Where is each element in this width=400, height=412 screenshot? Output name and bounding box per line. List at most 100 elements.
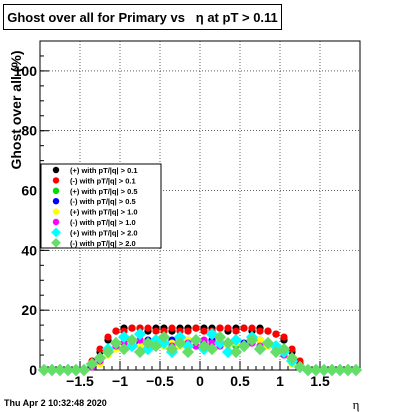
data-point (256, 327, 264, 335)
legend-label: (+) with pT/|q| > 0.5 (70, 187, 138, 196)
x-tick-label: −1 (112, 373, 128, 389)
legend-marker (52, 208, 60, 215)
data-point (133, 328, 147, 341)
y-tick-label: 80 (21, 123, 37, 139)
legend-label: (-) with pT/|q| > 0.5 (70, 197, 136, 206)
data-point (277, 342, 291, 356)
data-point (280, 333, 288, 341)
data-point (349, 363, 363, 377)
data-point (216, 324, 224, 332)
legend-box (40, 163, 162, 249)
data-point (133, 345, 147, 359)
series-8 (37, 331, 363, 377)
data-point (237, 339, 251, 353)
data-point (221, 337, 235, 350)
x-axis-label: η (353, 397, 360, 412)
data-point (205, 342, 219, 356)
y-tick-label: 40 (21, 242, 37, 258)
data-point (333, 363, 347, 377)
legend-marker (51, 227, 61, 238)
data-point (253, 342, 267, 356)
legend-marker (51, 237, 61, 248)
data-point (288, 345, 296, 353)
data-point (45, 363, 59, 377)
x-tick-label: 1 (276, 373, 284, 389)
data-point (245, 334, 259, 347)
data-point (309, 363, 323, 377)
data-point (53, 363, 67, 377)
data-point (117, 342, 131, 356)
data-point (157, 331, 171, 344)
legend-label: (-) with pT/|q| > 0.1 (70, 176, 136, 185)
data-point (229, 334, 243, 347)
data-point (141, 337, 155, 350)
data-point (112, 327, 120, 335)
timestamp: Thu Apr 2 10:32:48 2020 (4, 398, 107, 408)
data-point (248, 324, 256, 332)
x-tick-label: −1.5 (66, 373, 94, 389)
y-tick-label: 100 (14, 63, 38, 79)
x-tick-label: −0.5 (146, 373, 174, 389)
data-point (256, 336, 264, 344)
data-point (104, 333, 112, 341)
legend-marker (52, 218, 60, 226)
data-point (77, 363, 91, 377)
data-point (181, 345, 195, 359)
data-point (109, 337, 123, 350)
data-point (128, 324, 136, 332)
data-point (149, 339, 163, 353)
data-point (37, 363, 51, 377)
legend: (+) with pT/|q| > 0.1(-) with pT/|q| > 0… (40, 163, 162, 249)
legend-marker (52, 177, 60, 184)
data-point (272, 330, 280, 338)
data-point (184, 327, 192, 335)
data-point (285, 351, 299, 365)
data-point (144, 324, 152, 332)
y-tick-label: 60 (21, 183, 37, 199)
legend-marker (52, 187, 60, 194)
data-point (101, 345, 115, 359)
data-point (192, 324, 200, 332)
data-point (168, 324, 176, 332)
chart-title: Ghost over all for Primary vs η at pT > … (7, 9, 278, 25)
data-point (165, 342, 179, 356)
data-point (61, 363, 75, 377)
data-points (37, 324, 363, 377)
y-tick-label: 20 (21, 302, 37, 318)
data-point (301, 363, 315, 377)
data-point (229, 345, 243, 359)
data-point (341, 363, 355, 377)
legend-label: (-) with pT/|q| > 2.0 (70, 239, 136, 248)
data-point (224, 324, 232, 332)
data-point (152, 327, 160, 335)
data-point (173, 337, 187, 350)
data-point (69, 363, 83, 377)
y-axis-label: Ghost over all (%) (8, 50, 24, 169)
data-point (96, 345, 104, 353)
y-tick-label: 0 (29, 362, 37, 378)
data-point (317, 363, 331, 377)
legend-label: (-) with pT/|q| > 1.0 (70, 218, 136, 227)
data-point (325, 363, 339, 377)
x-tick-label: 0 (196, 373, 204, 389)
data-point (232, 327, 240, 335)
x-tick-label: 1.5 (310, 373, 330, 389)
data-point (264, 327, 272, 335)
data-point (240, 324, 248, 332)
chart-title-box: Ghost over all for Primary vs η at pT > … (3, 4, 282, 30)
data-point (189, 334, 203, 347)
legend-label: (+) with pT/|q| > 2.0 (70, 228, 138, 237)
data-point (213, 331, 227, 344)
legend-label: (+) with pT/|q| > 0.1 (70, 166, 138, 175)
data-point (261, 337, 275, 350)
data-point (197, 339, 211, 353)
data-point (221, 345, 235, 359)
legend-label: (+) with pT/|q| > 1.0 (70, 208, 138, 217)
data-point (125, 334, 139, 347)
legend-marker (52, 198, 60, 205)
data-point (200, 327, 208, 335)
data-point (93, 351, 107, 365)
x-tick-label: 0.5 (230, 373, 250, 389)
legend-marker (52, 166, 60, 174)
